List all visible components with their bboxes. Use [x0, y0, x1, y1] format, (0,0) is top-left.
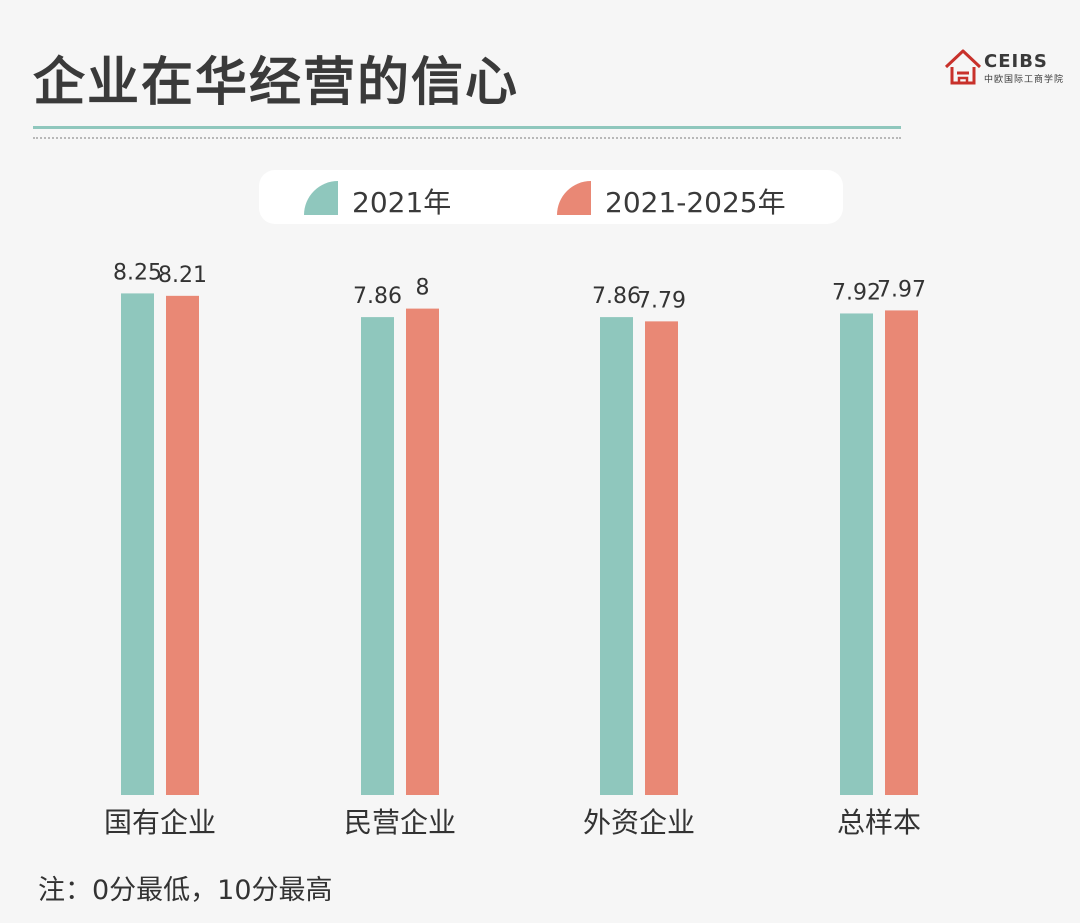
category-label-3: 总样本 — [837, 806, 921, 839]
category-label-2: 外资企业 — [583, 806, 695, 839]
logo-text: CEIBS — [984, 51, 1048, 72]
title-underline — [33, 126, 901, 129]
bar-2021-3 — [840, 313, 873, 795]
value-label-2021-2025-1: 8 — [416, 276, 430, 301]
value-label-2021-3: 7.92 — [832, 280, 881, 305]
category-label-1: 民营企业 — [344, 806, 456, 839]
dotted-divider — [33, 137, 901, 139]
value-label-2021-2025-0: 8.21 — [158, 263, 207, 288]
legend: 2021年 2021-2025年 — [259, 170, 843, 224]
value-label-2021-2: 7.86 — [592, 284, 641, 309]
bar-2021-2025-1 — [406, 308, 439, 795]
chart-title: 企业在华经营的信心 — [33, 53, 520, 113]
logo-subtitle: 中欧国际工商学院 — [984, 75, 1065, 85]
bar-2021-0 — [121, 293, 154, 795]
bar-2021-2 — [600, 317, 633, 795]
legend-label-2021: 2021年 — [352, 186, 452, 219]
bar-2021-1 — [361, 317, 394, 795]
ceibs-roof-icon — [944, 49, 982, 85]
value-label-2021-1: 7.86 — [353, 284, 402, 309]
category-label-0: 国有企业 — [104, 806, 216, 839]
value-label-2021-2025-2: 7.79 — [637, 288, 686, 313]
value-label-2021-0: 8.25 — [113, 260, 162, 285]
value-label-2021-2025-3: 7.97 — [877, 277, 926, 302]
legend-label-2021-2025: 2021-2025年 — [605, 186, 786, 219]
bar-2021-2025-3 — [885, 310, 918, 795]
bar-2021-2025-0 — [166, 295, 199, 795]
bar-2021-2025-2 — [645, 321, 678, 795]
ceibs-logo: CEIBS 中欧国际工商学院 — [944, 47, 1064, 89]
footnote: 注：0分最低，10分最高 — [38, 875, 333, 906]
